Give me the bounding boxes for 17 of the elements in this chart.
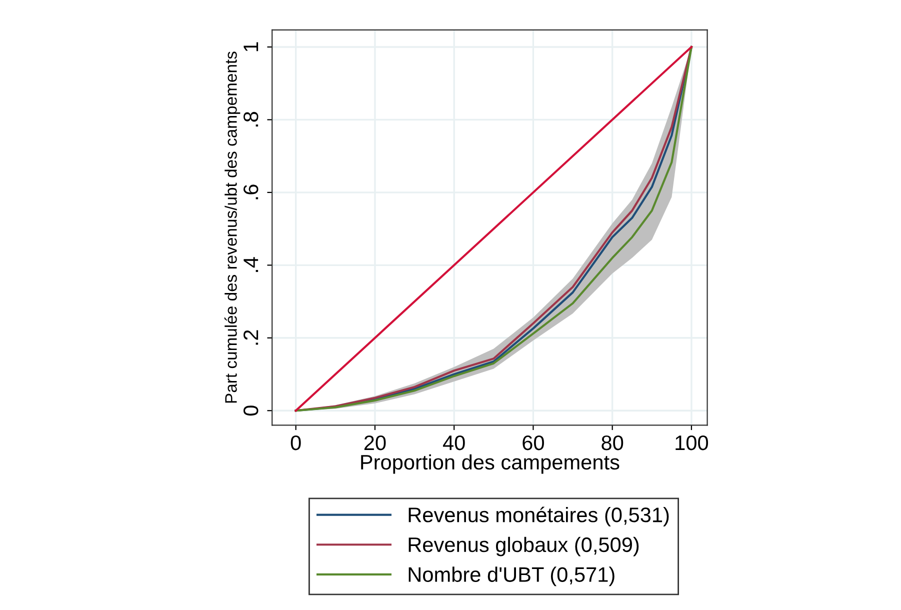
x-tick-label: 80 bbox=[602, 435, 624, 450]
legend-label: Revenus monétaires (0,531) bbox=[408, 506, 669, 526]
x-tick-label: 60 bbox=[522, 435, 544, 450]
y-tick-label: .8 bbox=[244, 112, 258, 126]
y-tick-label: .2 bbox=[244, 330, 258, 345]
x-axis-title: Proportion des campements bbox=[361, 454, 620, 474]
x-tick-label: 20 bbox=[364, 435, 386, 450]
y-tick-label: 0 bbox=[244, 406, 258, 416]
y-tick-label: 1 bbox=[244, 42, 258, 52]
x-tick-label: 40 bbox=[442, 435, 465, 450]
y-tick-label: .4 bbox=[244, 257, 258, 272]
y-axis-title: Part cumulée des revenus/ubt des campements bbox=[224, 52, 240, 403]
y-tick-label: .6 bbox=[244, 184, 258, 200]
legend-label: Revenus globaux (0,509) bbox=[408, 536, 639, 556]
x-tick-label: 100 bbox=[676, 435, 708, 450]
x-tick-label: 0 bbox=[290, 435, 301, 450]
legend-label: Nombre d'UBT (0,571) bbox=[408, 566, 614, 586]
